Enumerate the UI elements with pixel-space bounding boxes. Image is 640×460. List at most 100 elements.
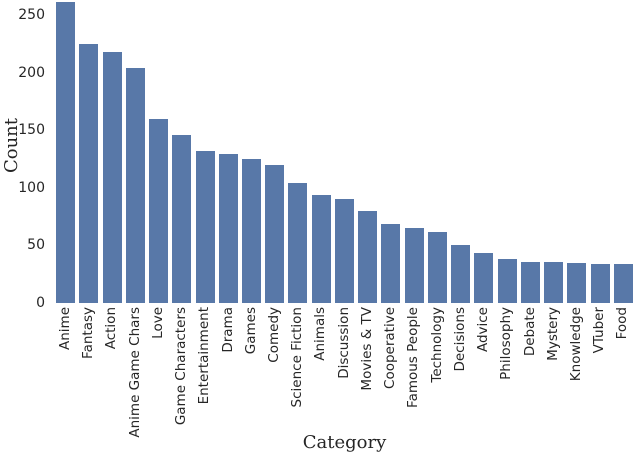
x-tick-slot: Philosophy xyxy=(495,307,518,380)
bar-game-characters xyxy=(172,135,192,303)
bar-food xyxy=(613,264,633,303)
bar-slot xyxy=(333,0,356,303)
bar-love xyxy=(149,119,169,303)
x-tick-label: Entertainment xyxy=(196,307,213,405)
bar-slot xyxy=(217,0,240,303)
x-tick-label: Comedy xyxy=(265,307,282,363)
x-tick-slot: Science Fiction xyxy=(286,307,309,407)
bar-slot xyxy=(100,0,123,303)
bar-cooperative xyxy=(381,224,401,303)
x-tick-label: VTuber xyxy=(591,307,608,354)
x-tick-label: Debate xyxy=(521,307,538,357)
bar-slot xyxy=(310,0,333,303)
x-axis-title: Category xyxy=(302,432,387,453)
bar-slot xyxy=(403,0,426,303)
x-tick-slot: Movies & TV xyxy=(356,307,379,391)
x-tick-label: Cooperative xyxy=(382,307,399,389)
bar-philosophy xyxy=(497,259,517,303)
bar-slot xyxy=(124,0,147,303)
x-tick-label: Movies & TV xyxy=(358,307,375,391)
x-tick-slot: Decisions xyxy=(449,307,472,372)
x-tick-label: Fantasy xyxy=(80,307,97,359)
x-tick-label: Food xyxy=(614,307,631,340)
bar-vtuber xyxy=(590,264,610,303)
x-tick-slot: Cooperative xyxy=(379,307,402,389)
x-tick-slot: Technology xyxy=(426,307,449,383)
bar-advice xyxy=(474,253,494,303)
y-tick-label: 200 xyxy=(18,64,45,81)
x-tick-label: Knowledge xyxy=(568,307,585,382)
x-tick-label: Animals xyxy=(312,307,329,361)
bar-slot xyxy=(588,0,611,303)
bar-action xyxy=(102,52,122,303)
bar-anime-game-chars xyxy=(125,68,145,303)
bar-slot xyxy=(170,0,193,303)
x-tick-label: Famous People xyxy=(405,307,422,408)
x-tick-slot: Drama xyxy=(217,307,240,353)
x-tick-slot: Food xyxy=(612,307,635,339)
x-tick-slot: Game Characters xyxy=(170,307,193,425)
bar-famous-people xyxy=(404,228,424,303)
bar-slot xyxy=(426,0,449,303)
x-tick-slot: Debate xyxy=(519,307,542,356)
x-tick-slot: Knowledge xyxy=(565,307,588,381)
x-tick-label: Anime xyxy=(56,307,73,350)
bar-slot xyxy=(472,0,495,303)
x-tick-slot: Comedy xyxy=(263,307,286,363)
x-axis-ticks: Anime Fantasy Action Anime Game Chars Love Ga… xyxy=(54,307,635,438)
bar-drama xyxy=(218,154,238,303)
bar-anime xyxy=(56,2,76,303)
x-tick-slot: Anime xyxy=(54,307,77,350)
bar-slot xyxy=(565,0,588,303)
bar-slot xyxy=(193,0,216,303)
bar-slot xyxy=(495,0,518,303)
bar-slot xyxy=(54,0,77,303)
x-tick-slot: Mystery xyxy=(542,307,565,361)
y-tick-label: 100 xyxy=(18,179,45,196)
bar-slot xyxy=(356,0,379,303)
bar-fantasy xyxy=(79,44,99,303)
bar-slot xyxy=(263,0,286,303)
bar-slot xyxy=(286,0,309,303)
y-tick-label: 0 xyxy=(36,295,45,311)
bar-debate xyxy=(520,262,540,303)
x-tick-slot: VTuber xyxy=(588,307,611,353)
x-tick-label: Discussion xyxy=(335,307,352,379)
bar-movies-tv xyxy=(358,211,378,303)
bar-science-fiction xyxy=(288,183,308,303)
x-tick-slot: Animals xyxy=(310,307,333,361)
x-tick-slot: Famous People xyxy=(403,307,426,408)
bar-technology xyxy=(427,232,447,303)
bar-slot xyxy=(379,0,402,303)
x-tick-label: Anime Game Chars xyxy=(126,307,143,438)
x-tick-label: Technology xyxy=(428,307,445,383)
x-tick-slot: Action xyxy=(100,307,123,349)
x-tick-label: Love xyxy=(149,307,166,339)
bar-comedy xyxy=(265,165,285,303)
bar-mystery xyxy=(544,262,564,303)
x-tick-slot: Anime Game Chars xyxy=(124,307,147,438)
bar-decisions xyxy=(451,245,471,303)
x-tick-label: Decisions xyxy=(451,307,468,372)
y-axis-ticks: 0 50 100 150 200 250 xyxy=(0,0,50,310)
x-tick-slot: Entertainment xyxy=(193,307,216,404)
x-tick-label: Philosophy xyxy=(498,307,515,380)
bar-animals xyxy=(311,195,331,303)
bar-slot xyxy=(77,0,100,303)
y-tick-label: 50 xyxy=(27,237,45,254)
plot-area xyxy=(54,0,635,303)
x-tick-slot: Fantasy xyxy=(77,307,100,359)
x-tick-label: Games xyxy=(242,307,259,355)
bar-entertainment xyxy=(195,151,215,303)
x-tick-label: Drama xyxy=(219,307,236,353)
x-tick-label: Game Characters xyxy=(173,307,190,426)
x-tick-label: Mystery xyxy=(544,307,561,361)
x-tick-label: Science Fiction xyxy=(289,307,306,408)
bar-slot xyxy=(542,0,565,303)
bar-discussion xyxy=(334,199,354,303)
x-tick-slot: Games xyxy=(240,307,263,354)
bar-slot xyxy=(612,0,635,303)
bar-slot xyxy=(519,0,542,303)
bar-slot xyxy=(147,0,170,303)
